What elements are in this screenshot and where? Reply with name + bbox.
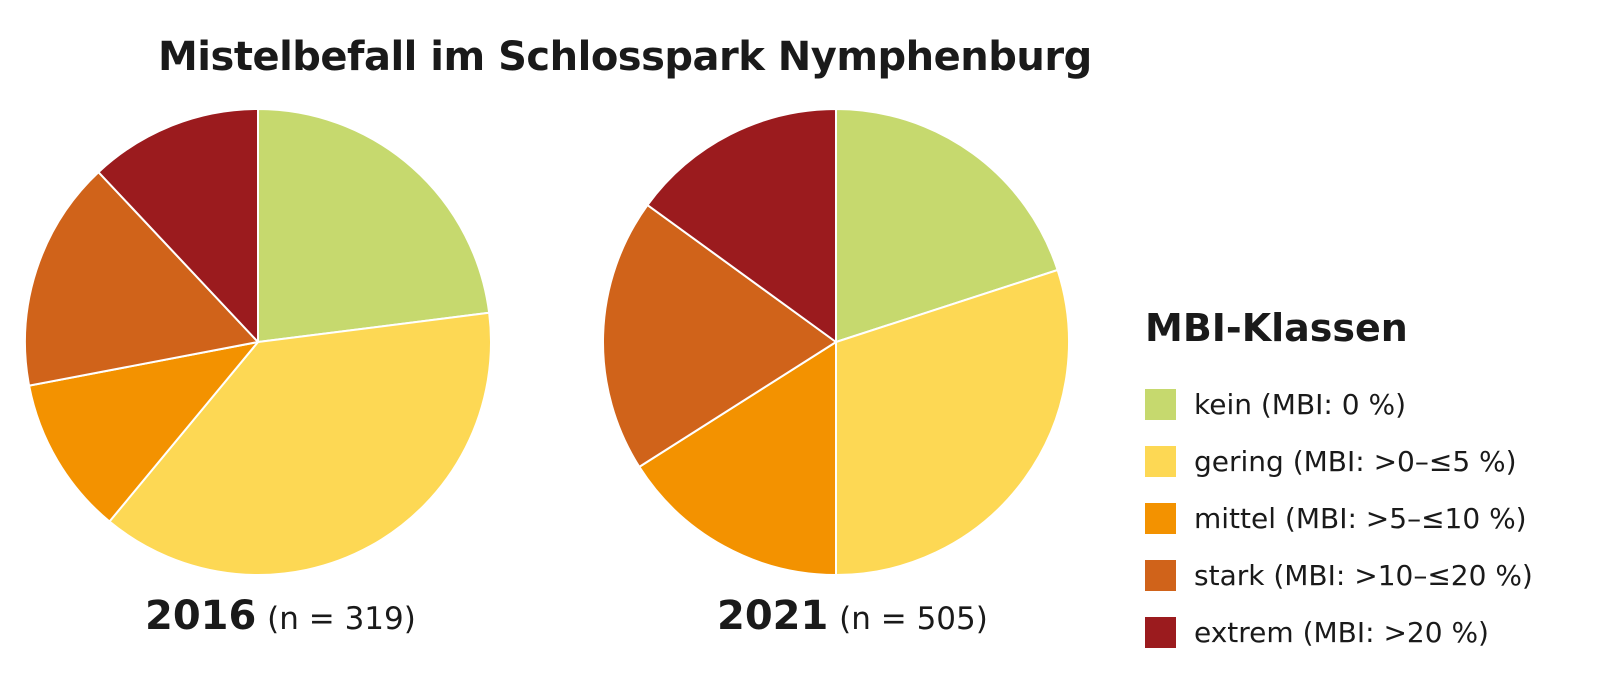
legend-label: kein (MBI: 0 %) (1194, 388, 1406, 421)
chart-title: Mistelbefall im Schlosspark Nymphenburg (158, 34, 1092, 80)
pie-n-label: (n = 505) (839, 601, 988, 637)
legend-label: stark (MBI: >10–≤20 %) (1194, 559, 1533, 592)
pie-slice-2016-extrem (97, 108, 259, 343)
legend-label: mittel (MBI: >5–≤10 %) (1194, 502, 1527, 535)
legend-item-extrem: extrem (MBI: >20 %) (1145, 604, 1533, 661)
pie-2016 (24, 108, 492, 576)
legend-swatch (1145, 503, 1176, 534)
legend-swatch (1145, 389, 1176, 420)
pie-slice-2016-kein (257, 108, 491, 343)
pie-2021 (602, 108, 1070, 576)
pie-slice-2021-stark (602, 204, 837, 468)
pie-year-label: 2021 (717, 593, 829, 639)
pie-year-label: 2016 (145, 593, 257, 639)
legend-item-kein: kein (MBI: 0 %) (1145, 376, 1533, 433)
legend-title: MBI-Klassen (1145, 306, 1408, 350)
pie-slice-2016-mittel (28, 341, 259, 523)
pie-caption-2021: 2021 (n = 505) (717, 596, 988, 636)
legend-item-mittel: mittel (MBI: >5–≤10 %) (1145, 490, 1533, 547)
legend-label: gering (MBI: >0–≤5 %) (1194, 445, 1517, 478)
pie-slice-2021-extrem (646, 108, 837, 343)
legend-item-gering: gering (MBI: >0–≤5 %) (1145, 433, 1533, 490)
pie-n-label: (n = 319) (267, 601, 416, 637)
legend-label: extrem (MBI: >20 %) (1194, 616, 1489, 649)
pie-caption-2016: 2016 (n = 319) (145, 596, 416, 636)
legend-swatch (1145, 446, 1176, 477)
pie-slice-2016-stark (24, 171, 259, 387)
legend-swatch (1145, 617, 1176, 648)
pie-slice-2021-kein (835, 108, 1059, 343)
pie-slice-2021-mittel (638, 341, 837, 576)
pie-slice-2021-gering (835, 268, 1070, 576)
legend-swatch (1145, 560, 1176, 591)
legend: MBI-Klassen kein (MBI: 0 %) gering (MBI:… (1145, 306, 1533, 661)
pie-slice-2016-gering (108, 311, 492, 576)
legend-item-stark: stark (MBI: >10–≤20 %) (1145, 547, 1533, 604)
